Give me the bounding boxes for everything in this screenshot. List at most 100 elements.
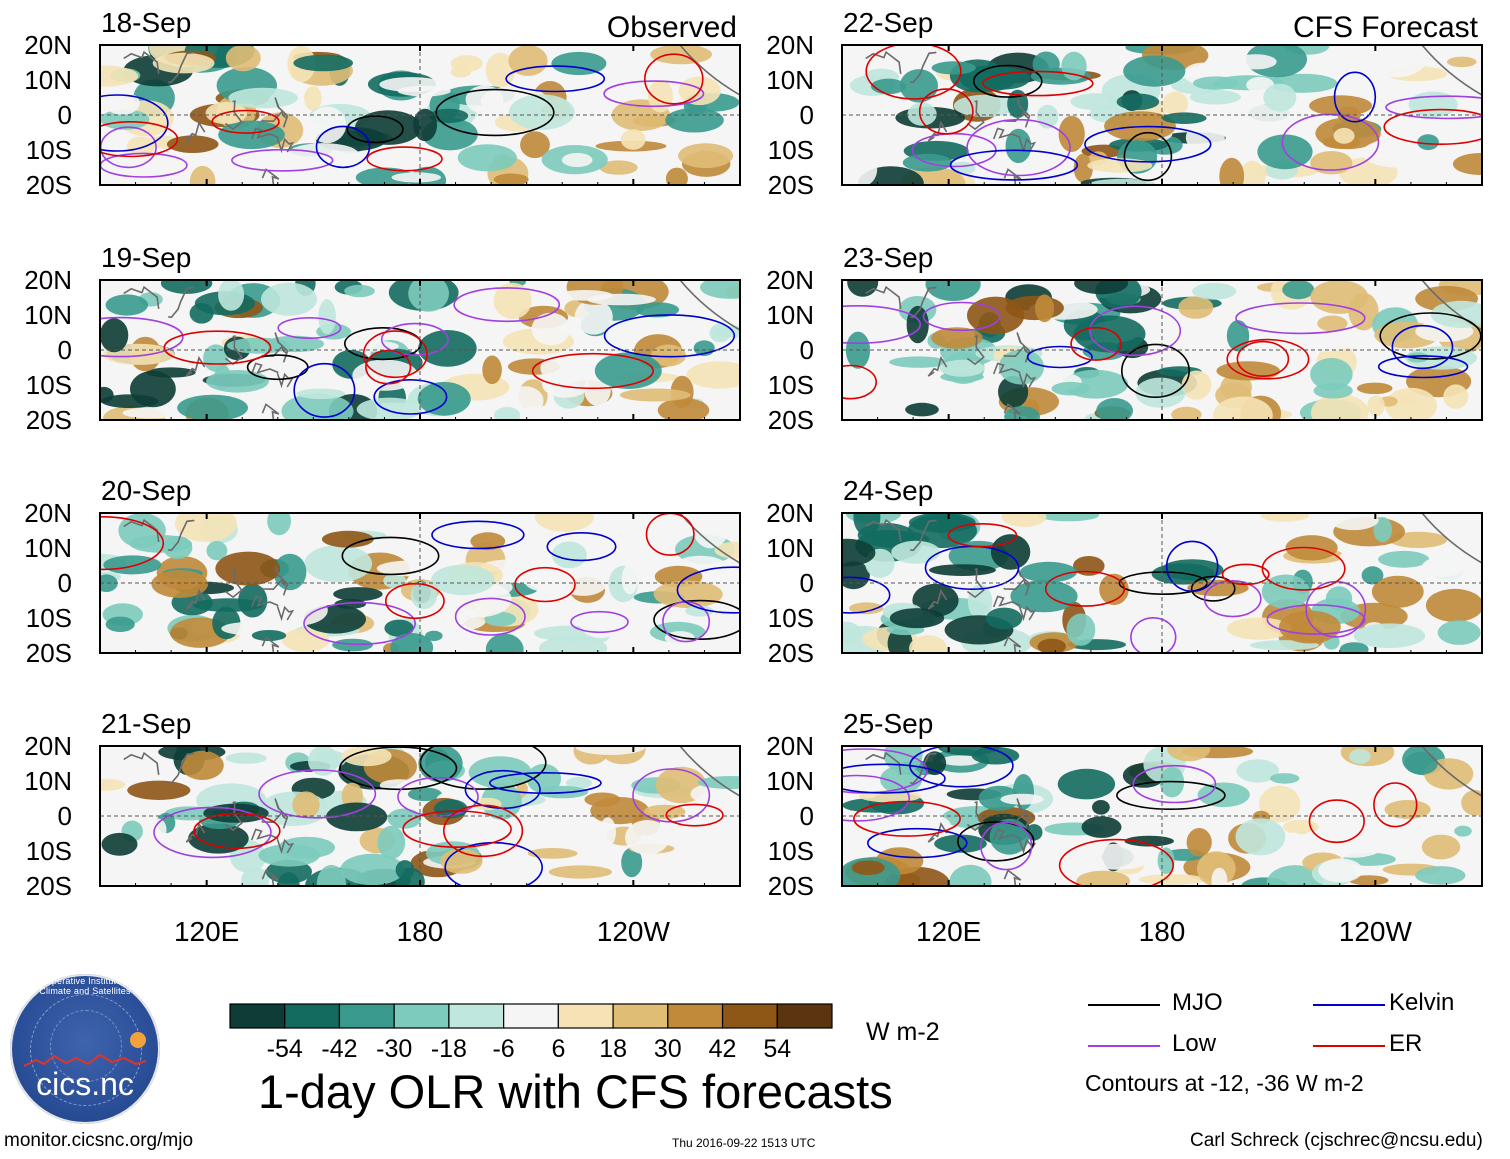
olr-blob [621,847,643,878]
y-tick-label: 20S [26,405,72,435]
olr-blob [551,541,587,569]
colorbar-box [448,1003,505,1029]
olr-blob [384,619,414,637]
wave-contour [865,45,962,100]
olr-blob [986,607,1023,630]
wave-contour [982,70,1094,97]
y-tick-label: 10N [24,766,72,796]
olr-blob [1469,360,1482,377]
y-tick-label: 10N [766,300,814,330]
coastline [185,588,206,610]
coastline [261,636,280,653]
olr-blob [1333,127,1355,144]
legend-line-kelvin [1313,1004,1385,1006]
wave-contour [454,597,526,636]
y-tick-label: 10S [26,135,72,165]
wave-contour [1221,563,1270,586]
olr-blob [481,782,522,820]
olr-blob [189,303,214,324]
olr-blob [625,820,670,855]
olr-blob [344,284,375,298]
olr-blob [326,802,388,832]
olr-blob [584,792,621,807]
olr-field [100,746,740,886]
olr-blob [346,340,399,352]
olr-blob [686,361,740,389]
olr-blob [397,85,451,97]
colorbar-box [229,1003,286,1029]
olr-blob [1089,178,1156,185]
wave-contour [1132,764,1217,804]
olr-blob [215,551,281,586]
wave-contour [949,149,1079,181]
wave-contour [653,599,740,640]
y-tick-label: 20N [24,498,72,528]
coastline [966,335,985,366]
y-tick-label: 20S [768,405,814,435]
wave-contour [1373,782,1418,828]
olr-blob [1083,843,1153,870]
olr-blob [1219,157,1245,185]
olr-blob [648,79,673,113]
y-tick-label: 10S [768,135,814,165]
olr-blob [408,280,449,312]
olr-blob [909,635,947,653]
y-tick-label: 20N [766,265,814,295]
panel-date: 19-Sep [101,242,191,273]
wave-contour [339,746,458,791]
olr-blob [418,330,477,367]
olr-blob [594,352,662,390]
wave-contour [1377,355,1469,379]
olr-blob [891,540,941,564]
olr-blob [599,160,638,175]
olr-blob [1116,93,1160,111]
wave-contour [153,806,272,859]
olr-blob [292,791,320,819]
coastline [274,798,289,829]
olr-blob [355,110,422,145]
olr-blob [101,394,159,409]
wave-contour [866,827,968,859]
olr-blob [657,398,710,420]
olr-blob [127,780,191,800]
colorbar-box [503,1003,559,1029]
wave-contour [1379,312,1482,360]
olr-blob [1454,825,1472,837]
olr-blob [1328,513,1379,531]
coastline [992,595,1021,608]
olr-blob [493,282,532,319]
coastline [123,285,160,310]
olr-blob [561,153,593,167]
coastline [992,362,1021,375]
wave-contour [163,330,272,365]
coastline [910,752,937,785]
olr-blob [100,65,139,87]
wave-contour [603,314,736,358]
olr-blob [425,630,443,642]
wave-contour [1116,780,1226,811]
coastline [1003,636,1022,653]
colorbar-tick-label: 42 [709,1035,737,1063]
olr-blob [126,136,155,156]
wave-contour [373,378,448,415]
coastline [1016,97,1031,128]
olr-blob [1001,513,1047,527]
olr-blob [1226,617,1292,640]
coastline [250,595,279,608]
olr-blob [520,131,550,159]
colorbar-box [667,1003,724,1029]
olr-blob [1443,384,1469,409]
wave-contour [231,148,334,172]
olr-blob [851,860,885,876]
legend-line-er [1313,1045,1385,1047]
y-tick-label: 10N [24,300,72,330]
olr-blob [1389,531,1448,549]
olr-blob [557,290,613,301]
wave-contour [343,327,422,361]
olr-blob [281,393,354,420]
olr-blob [308,746,339,776]
x-tick-label: 180 [397,916,444,947]
wave-contour [1044,570,1126,607]
coastline [224,568,243,599]
y-tick-label: 0 [58,568,72,598]
